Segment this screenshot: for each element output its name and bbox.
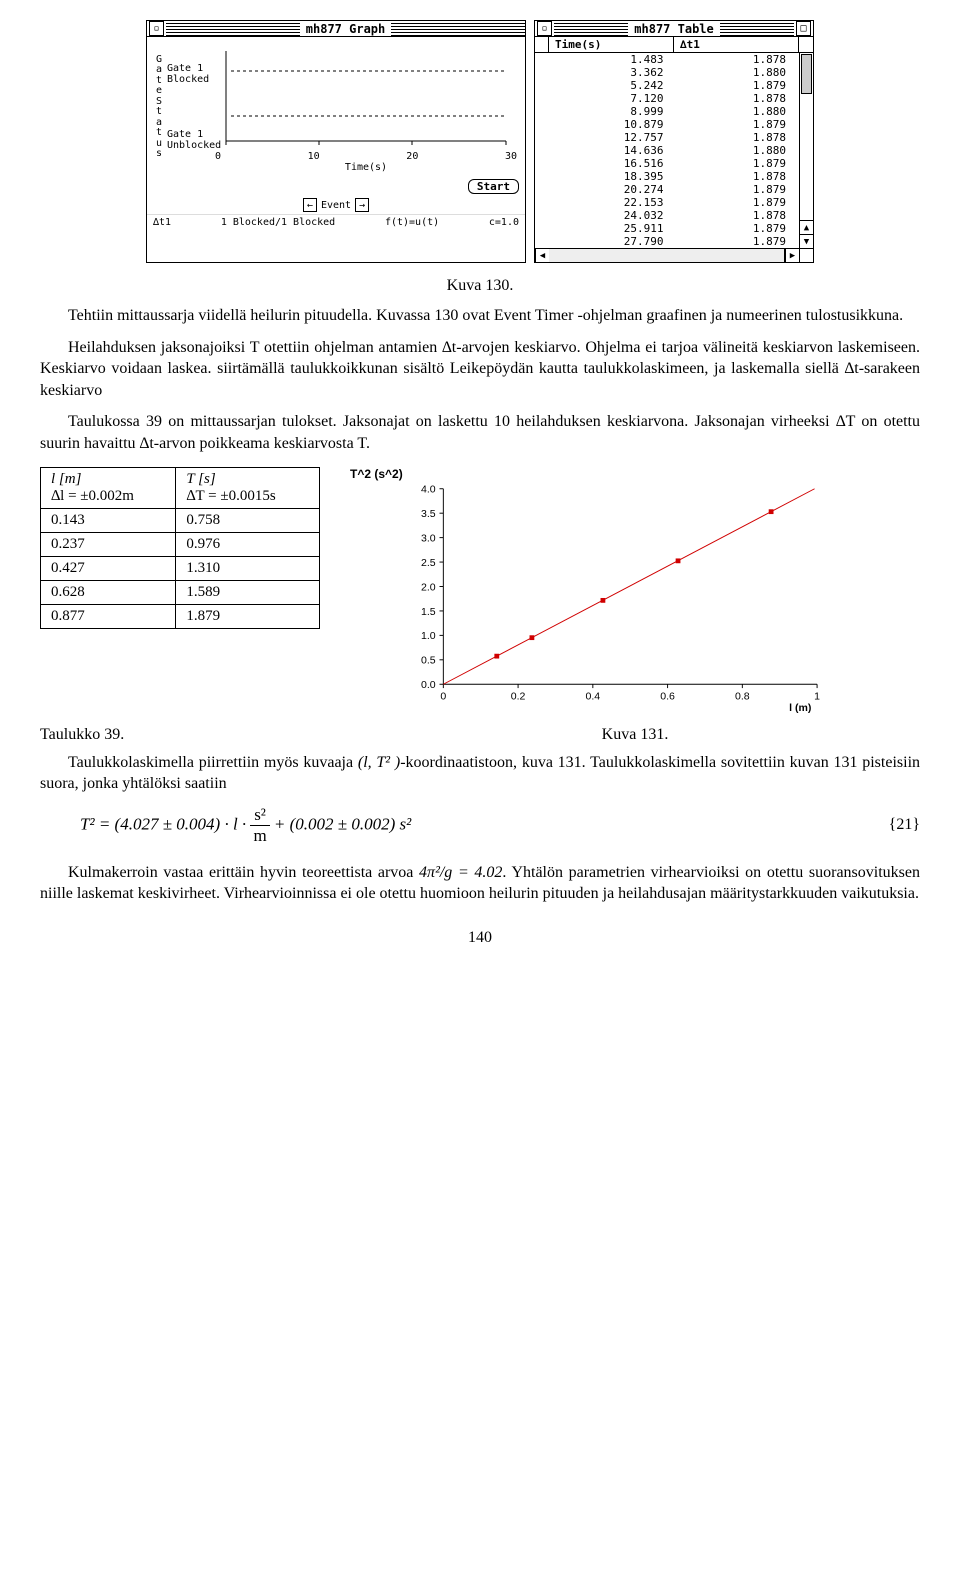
table-row: 10.8791.879 bbox=[535, 118, 813, 131]
table-row: 3.3621.880 bbox=[535, 66, 813, 79]
scroll-left-icon: ◀ bbox=[535, 249, 549, 262]
figure-caption-130: Kuva 130. bbox=[40, 277, 920, 295]
paragraph-3: Taulukossa 39 on mittaussarjan tulokset.… bbox=[40, 411, 920, 454]
svg-text:0.6: 0.6 bbox=[660, 690, 675, 702]
graph-titlebar: ▫ mh877 Graph bbox=[147, 21, 525, 37]
svg-text:1.5: 1.5 bbox=[421, 605, 436, 617]
paragraph-2: Heilahduksen jaksonajoiksi T otettiin oh… bbox=[40, 337, 920, 402]
paragraph-1: Tehtiin mittaussarja viidellä heilurin p… bbox=[40, 305, 920, 327]
svg-text:2.5: 2.5 bbox=[421, 556, 436, 568]
chart-y-title: T^2 (s^2) bbox=[350, 467, 920, 481]
table-row: 0.8771.879 bbox=[41, 604, 320, 628]
svg-text:0.5: 0.5 bbox=[421, 654, 436, 666]
table-row: 22.1531.879 bbox=[535, 196, 813, 209]
prev-event-button[interactable]: ← bbox=[303, 198, 317, 212]
close-icon[interactable]: ▫ bbox=[537, 21, 552, 36]
table-row: 7.1201.878 bbox=[535, 92, 813, 105]
zoom-icon[interactable]: □ bbox=[796, 21, 811, 36]
graph-x-ticks: 0 10 20 30 bbox=[211, 151, 521, 162]
vertical-scrollbar[interactable]: ▲ ▼ bbox=[799, 53, 813, 248]
table-row: 27.7901.879 bbox=[535, 235, 813, 248]
close-icon[interactable]: ▫ bbox=[149, 21, 164, 36]
svg-text:3.5: 3.5 bbox=[421, 508, 436, 520]
paragraph-4: Taulukkolaskimella piirrettiin myös kuva… bbox=[40, 752, 920, 795]
start-button[interactable]: Start bbox=[468, 179, 519, 194]
graph-x-label: Time(s) bbox=[211, 162, 521, 173]
table-row: 20.2741.879 bbox=[535, 183, 813, 196]
scatter-chart: T^2 (s^2) 0.0 0.5 1.0 1.5 2.0 2.5 3.0 3.5 4.0 0 0.… bbox=[350, 467, 920, 718]
table-row: 0.2370.976 bbox=[41, 532, 320, 556]
svg-text:0.2: 0.2 bbox=[511, 690, 526, 702]
table-row: 24.0321.878 bbox=[535, 209, 813, 222]
table-row: 8.9991.880 bbox=[535, 105, 813, 118]
table-row: 18.3951.878 bbox=[535, 170, 813, 183]
graph-plot bbox=[211, 41, 521, 151]
graph-yaxis-title: G a t e S t a t u s bbox=[151, 41, 167, 173]
table-row: 0.4271.310 bbox=[41, 556, 320, 580]
svg-text:4.0: 4.0 bbox=[421, 483, 436, 495]
svg-text:0.4: 0.4 bbox=[586, 690, 601, 702]
scroll-down-icon: ▼ bbox=[800, 234, 813, 248]
scroll-up-icon: ▲ bbox=[800, 220, 813, 234]
table-row: 12.7571.878 bbox=[535, 131, 813, 144]
svg-text:l (m): l (m) bbox=[789, 702, 811, 713]
svg-text:0: 0 bbox=[440, 690, 446, 702]
scroll-right-icon: ▶ bbox=[785, 249, 799, 262]
table-caption-39: Taulukko 39. bbox=[40, 726, 350, 744]
svg-text:1.0: 1.0 bbox=[421, 630, 436, 642]
svg-text:3.0: 3.0 bbox=[421, 532, 436, 544]
table-header: Time(s) ∆t1 bbox=[535, 37, 813, 53]
graph-y-labels: Gate 1 Blocked Gate 1 Unblocked bbox=[167, 41, 211, 173]
results-table: l [m]∆l = ±0.002m T [s]∆T = ±0.0015s 0.1… bbox=[40, 467, 320, 629]
figure-caption-131: Kuva 131. bbox=[350, 726, 920, 744]
event-label: Event bbox=[321, 200, 351, 211]
table-title: mh877 Table bbox=[628, 22, 719, 36]
table-row: 14.6361.880 bbox=[535, 144, 813, 157]
table-body: ▲ ▼ 1.4831.8783.3621.8805.2421.8797.1201… bbox=[535, 53, 813, 248]
svg-text:1: 1 bbox=[814, 690, 820, 702]
table-row: 0.1430.758 bbox=[41, 508, 320, 532]
next-event-button[interactable]: → bbox=[355, 198, 369, 212]
table-row: 16.5161.879 bbox=[535, 157, 813, 170]
svg-text:0.8: 0.8 bbox=[735, 690, 750, 702]
table-row: 25.9111.879 bbox=[535, 222, 813, 235]
graph-window: ▫ mh877 Graph G a t e S t a t u s Gate 1… bbox=[146, 20, 526, 263]
screenshot-row: ▫ mh877 Graph G a t e S t a t u s Gate 1… bbox=[40, 20, 920, 263]
svg-text:0.0: 0.0 bbox=[421, 679, 436, 691]
page-number: 140 bbox=[40, 929, 920, 947]
table-titlebar: ▫ mh877 Table □ bbox=[535, 21, 813, 37]
equation-21: T² = (4.027 ± 0.004) · l · s²m + (0.002 … bbox=[40, 805, 920, 846]
paragraph-5: Kulmakerroin vastaa erittäin hyvin teore… bbox=[40, 862, 920, 905]
table-row: 0.6281.589 bbox=[41, 580, 320, 604]
table-row: 5.2421.879 bbox=[535, 79, 813, 92]
table-window: ▫ mh877 Table □ Time(s) ∆t1 ▲ ▼ 1.4831.8… bbox=[534, 20, 814, 263]
svg-text:2.0: 2.0 bbox=[421, 581, 436, 593]
horizontal-scrollbar[interactable]: ◀ ▶ bbox=[535, 248, 813, 262]
graph-title: mh877 Graph bbox=[300, 22, 391, 36]
graph-footer: ∆t1 1 Blocked/1 Blocked f(t)=u(t) c=1.0 bbox=[147, 214, 525, 230]
table-row: 1.4831.878 bbox=[535, 53, 813, 66]
